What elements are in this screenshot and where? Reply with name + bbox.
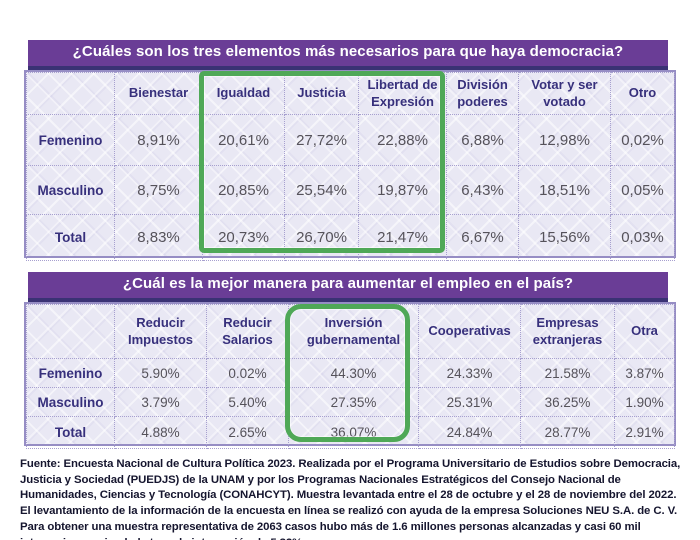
data-cell: 6,43%	[446, 165, 519, 215]
data-cell: 24.33%	[418, 358, 521, 388]
data-cell: 8,91%	[114, 114, 203, 166]
table1-col-division: División poderes	[446, 72, 519, 115]
table2-header-row: Reducir Impuestos Reducir Salarios Inver…	[26, 304, 675, 359]
table2-row-total-label: Total	[26, 416, 115, 449]
data-cell: 36.25%	[520, 387, 615, 417]
data-cell: 22,88%	[358, 114, 447, 166]
source-footnote: Fuente: Encuesta Nacional de Cultura Pol…	[20, 458, 681, 540]
table1-col-libertad: Libertad de Expresión	[358, 72, 447, 115]
data-cell: 27,72%	[284, 114, 359, 166]
table2-col-inversion: Inversión gubernamental	[288, 304, 419, 359]
table1-col-votar: Votar y ser votado	[518, 72, 611, 115]
data-cell: 0,05%	[610, 165, 675, 215]
table1-corner-cell	[26, 72, 115, 115]
table1-header-row: Bienestar Igualdad Justicia Libertad de …	[26, 72, 675, 115]
data-cell: 20,61%	[202, 114, 285, 166]
table1-col-justicia: Justicia	[284, 72, 359, 115]
table1-row-total-label: Total	[26, 214, 115, 261]
data-cell: 18,51%	[518, 165, 611, 215]
data-cell: 21.58%	[520, 358, 615, 388]
table-row: Femenino 8,91% 20,61% 27,72% 22,88% 6,88…	[26, 114, 675, 166]
data-cell: 4.88%	[114, 416, 207, 449]
data-cell: 24.84%	[418, 416, 521, 449]
data-cell: 3.87%	[614, 358, 675, 388]
data-cell: 0,03%	[610, 214, 675, 261]
table1-col-otro: Otro	[610, 72, 675, 115]
table2-col-extranjeras: Empresas extranjeras	[520, 304, 615, 359]
table1-col-igualdad: Igualdad	[202, 72, 285, 115]
table1-title: ¿Cuáles son los tres elementos más neces…	[72, 43, 624, 60]
data-cell: 6,67%	[446, 214, 519, 261]
data-cell: 12,98%	[518, 114, 611, 166]
data-cell: 3.79%	[114, 387, 207, 417]
data-cell: 21,47%	[358, 214, 447, 261]
table1-col-bienestar: Bienestar	[114, 72, 203, 115]
data-cell: 28.77%	[520, 416, 615, 449]
table-row: Total 8,83% 20,73% 26,70% 21,47% 6,67% 1…	[26, 214, 675, 261]
table2: Reducir Impuestos Reducir Salarios Inver…	[24, 302, 676, 449]
data-cell: 5.90%	[114, 358, 207, 388]
data-cell: 6,88%	[446, 114, 519, 166]
table1-title-band: ¿Cuáles son los tres elementos más neces…	[28, 40, 668, 70]
data-cell: 27.35%	[288, 387, 419, 417]
table1: Bienestar Igualdad Justicia Libertad de …	[24, 70, 676, 261]
data-cell: 8,83%	[114, 214, 203, 261]
data-cell: 2.91%	[614, 416, 675, 449]
data-cell: 25.31%	[418, 387, 521, 417]
data-cell: 0.02%	[206, 358, 289, 388]
table2-col-otra: Otra	[614, 304, 675, 359]
table-row: Femenino 5.90% 0.02% 44.30% 24.33% 21.58…	[26, 358, 675, 388]
table2-title-band: ¿Cuál es la mejor manera para aumentar e…	[28, 272, 668, 302]
data-cell: 8,75%	[114, 165, 203, 215]
data-cell: 20,85%	[202, 165, 285, 215]
table2-row-femenino-label: Femenino	[26, 358, 115, 388]
table1-row-femenino-label: Femenino	[26, 114, 115, 166]
data-cell: 1.90%	[614, 387, 675, 417]
data-cell: 5.40%	[206, 387, 289, 417]
table2-col-salarios: Reducir Salarios	[206, 304, 289, 359]
table-row: Masculino 8,75% 20,85% 25,54% 19,87% 6,4…	[26, 165, 675, 215]
table2-row-masculino-label: Masculino	[26, 387, 115, 417]
data-cell: 44.30%	[288, 358, 419, 388]
data-cell: 15,56%	[518, 214, 611, 261]
table2-col-impuestos: Reducir Impuestos	[114, 304, 207, 359]
table2-corner-cell	[26, 304, 115, 359]
data-cell: 25,54%	[284, 165, 359, 215]
data-cell: 36.07%	[288, 416, 419, 449]
data-cell: 26,70%	[284, 214, 359, 261]
table-row: Total 4.88% 2.65% 36.07% 24.84% 28.77% 2…	[26, 416, 675, 449]
data-cell: 2.65%	[206, 416, 289, 449]
data-cell: 19,87%	[358, 165, 447, 215]
data-cell: 20,73%	[202, 214, 285, 261]
table2-col-cooperativas: Cooperativas	[418, 304, 521, 359]
data-cell: 0,02%	[610, 114, 675, 166]
table1-row-masculino-label: Masculino	[26, 165, 115, 215]
table2-title: ¿Cuál es la mejor manera para aumentar e…	[122, 275, 574, 292]
table-row: Masculino 3.79% 5.40% 27.35% 25.31% 36.2…	[26, 387, 675, 417]
